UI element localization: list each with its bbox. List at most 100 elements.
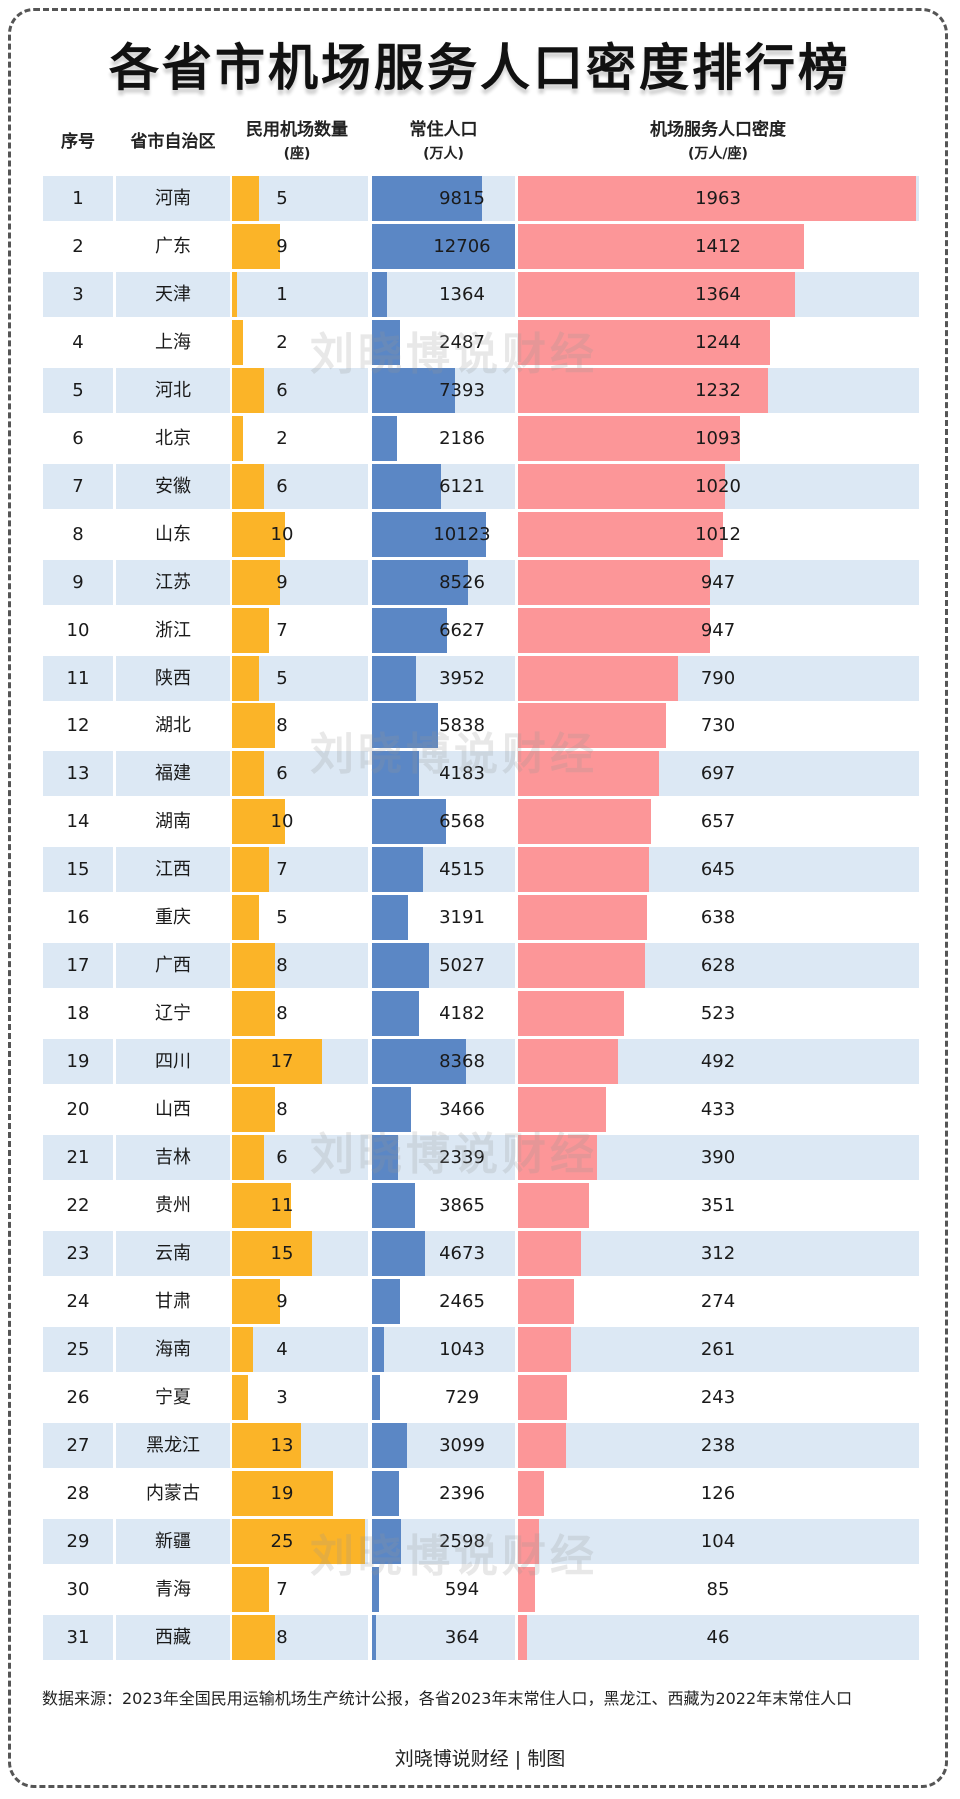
density-value: 351 <box>700 1194 736 1216</box>
header-airports: 民用机场数量 (座) <box>222 118 372 166</box>
table-row: 26 宁夏 3 729 243 <box>43 1374 919 1420</box>
population-bar <box>372 703 438 749</box>
density-bar <box>518 1326 571 1372</box>
density-value: 523 <box>700 1003 736 1025</box>
province-cell: 重庆 <box>155 907 191 929</box>
rank-cell: 29 <box>43 1518 113 1564</box>
rank-cell: 8 <box>72 523 84 545</box>
chart-credit: 刘晓博说财经 | 制图 <box>394 1748 566 1770</box>
airports-bar <box>232 511 286 557</box>
rank-cell: 2 <box>72 235 84 257</box>
population-bar <box>372 223 515 269</box>
airports-value: 5 <box>276 667 288 689</box>
table-row: 4 上海 2 2487 1244 <box>43 319 919 365</box>
dashed-frame <box>8 8 948 1788</box>
header-airports-label: 民用机场数量 <box>246 120 348 140</box>
airports-value: 11 <box>270 1194 294 1216</box>
population-bar <box>372 847 423 893</box>
airports-bar <box>232 176 259 221</box>
airports-value: 10 <box>270 523 294 545</box>
province-cell: 上海 <box>155 331 191 353</box>
table-row: 31 西藏 8 364 46 <box>43 1614 919 1660</box>
density-bar <box>518 1470 544 1516</box>
airports-value: 8 <box>276 715 288 737</box>
airports-bar <box>232 559 280 605</box>
density-value: 947 <box>700 571 736 593</box>
density-bar <box>518 847 649 893</box>
airports-bar <box>232 1614 275 1660</box>
population-bar <box>372 415 397 461</box>
population-value: 4183 <box>439 763 485 785</box>
density-bar <box>518 511 724 557</box>
rank-cell: 13 <box>43 751 113 797</box>
density-value: 1093 <box>695 427 741 449</box>
table-row: 25 海南 4 1043 261 <box>43 1326 919 1372</box>
airports-value: 7 <box>276 619 288 641</box>
header-rank: 序号 <box>43 130 113 154</box>
density-value: 947 <box>700 619 736 641</box>
airports-value: 5 <box>276 188 288 209</box>
rank-cell: 9 <box>43 559 113 605</box>
density-bar <box>518 1135 598 1180</box>
rank-cell: 22 <box>66 1194 90 1216</box>
density-value: 85 <box>706 1578 730 1600</box>
density-bar <box>518 943 646 989</box>
density-value: 433 <box>700 1099 736 1121</box>
table-row: 1 河南 5 9815 1963 <box>43 176 919 221</box>
province-cell: 辽宁 <box>155 1003 191 1025</box>
table-row: 16 重庆 5 3191 638 <box>43 895 919 941</box>
rank-cell: 25 <box>43 1326 113 1372</box>
header-density-label: 机场服务人口密度 <box>650 120 786 140</box>
population-cell-bg <box>372 271 515 317</box>
population-value: 8526 <box>439 571 485 593</box>
population-bar <box>372 1135 399 1180</box>
airports-bar <box>232 319 243 365</box>
population-bar <box>372 1326 384 1372</box>
population-bar <box>372 1374 381 1420</box>
province-cell: 北京 <box>155 427 191 449</box>
population-bar <box>372 1422 407 1468</box>
population-value: 3466 <box>439 1099 485 1121</box>
rank-cell: 14 <box>66 811 90 833</box>
population-bar <box>372 319 400 365</box>
airports-bar <box>232 1182 291 1228</box>
density-value: 697 <box>700 763 736 785</box>
airports-value: 9 <box>276 571 288 593</box>
header-province-label: 省市自治区 <box>130 132 216 152</box>
population-bar <box>372 1230 425 1276</box>
population-cell-bg <box>372 1326 515 1372</box>
airports-bar <box>232 1422 302 1468</box>
population-value: 3099 <box>439 1434 485 1456</box>
population-bar <box>372 367 456 413</box>
rank-cell: 30 <box>66 1578 90 1600</box>
population-value: 1364 <box>439 283 485 305</box>
population-value: 6568 <box>439 811 485 833</box>
province-cell: 云南 <box>116 1230 230 1276</box>
density-value: 645 <box>700 859 736 881</box>
density-cell-bg <box>518 1326 919 1372</box>
density-bar <box>518 1614 528 1660</box>
population-value: 4182 <box>439 1003 485 1025</box>
density-value: 657 <box>700 811 736 833</box>
population-value: 6121 <box>439 475 485 497</box>
airports-value: 6 <box>276 1147 288 1168</box>
table-row: 15 江西 7 4515 645 <box>43 847 919 893</box>
airports-value: 17 <box>270 1051 294 1073</box>
density-bar <box>518 1087 606 1133</box>
province-cell: 安徽 <box>116 463 230 509</box>
airports-cell-bg <box>232 271 368 317</box>
density-value: 1012 <box>695 523 741 545</box>
province-cell: 浙江 <box>155 619 191 641</box>
population-value: 594 <box>444 1578 480 1600</box>
airports-value: 8 <box>276 1003 288 1025</box>
airports-bar <box>232 271 238 317</box>
table-row: 2 广东 9 12706 1412 <box>43 223 919 269</box>
airports-value: 7 <box>276 859 288 881</box>
density-value: 1364 <box>695 283 741 305</box>
table-row: 7 安徽 6 6121 1020 <box>43 463 919 509</box>
density-value: 1412 <box>695 235 741 257</box>
province-cell: 四川 <box>116 1039 230 1085</box>
density-value: 261 <box>700 1338 736 1360</box>
table-row: 17 广西 8 5027 628 <box>43 943 919 989</box>
